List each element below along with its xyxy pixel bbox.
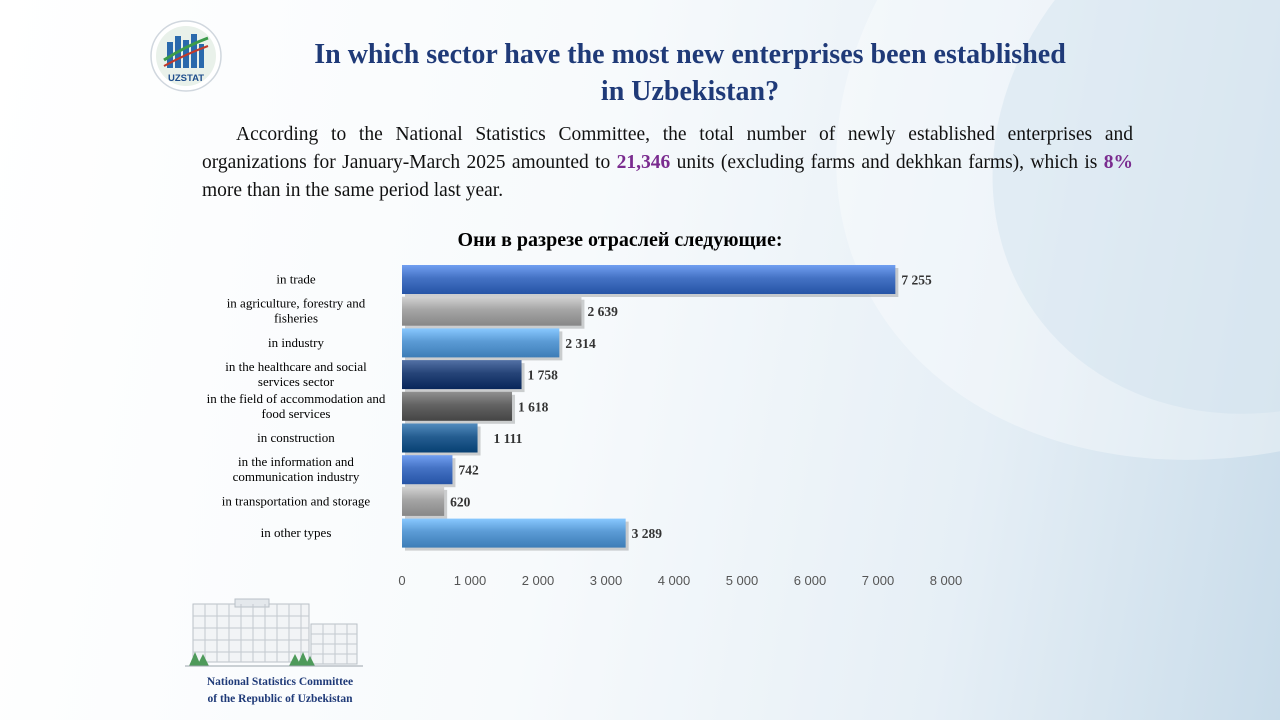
category-label-line: in the healthcare and social: [225, 359, 367, 374]
value-label-4: 1 618: [518, 399, 549, 414]
category-label-line: services sector: [258, 374, 335, 389]
category-label-line: in agriculture, forestry and: [227, 296, 366, 311]
x-tick-label: 1 000: [454, 573, 487, 588]
svg-text:UZSTAT: UZSTAT: [168, 73, 204, 84]
title-line-1: In which sector have the most new enterp…: [314, 39, 1066, 70]
category-label-line: in other types: [261, 525, 332, 540]
bar-0: [402, 265, 896, 294]
category-label-8: in other types: [261, 525, 332, 540]
value-label-8: 3 289: [632, 526, 663, 541]
growth-percent-value: 8%: [1103, 152, 1133, 173]
category-label-line: in construction: [257, 430, 335, 445]
bar-2: [402, 328, 560, 358]
x-tick-label: 8 000: [930, 573, 963, 588]
category-label-3: in the healthcare and social services sec…: [225, 359, 367, 389]
category-label-line: in the field of accommodation and: [207, 391, 386, 406]
category-label-1: in agriculture, forestry and fisheries: [227, 296, 366, 326]
category-label-6: in the information and communication indu…: [233, 454, 360, 484]
intro-text-1: According to the National Statistics Com…: [202, 124, 1133, 173]
x-tick-label: 6 000: [794, 573, 827, 588]
category-label-2: in industry: [268, 335, 324, 350]
bar-7: [402, 486, 445, 516]
category-label-7: in transportation and storage: [222, 493, 371, 508]
intro-text-2: units (excluding farms and dekhkan farms…: [670, 152, 1104, 173]
intro-paragraph: According to the National Statistics Com…: [202, 121, 1133, 205]
value-label-5: 1 111: [494, 431, 523, 446]
x-tick-label: 3 000: [590, 573, 623, 588]
footer-organization: National Statistics Committee of the Rep…: [180, 674, 380, 708]
bar-8: [402, 518, 626, 548]
chart-title: Они в разрезе отраслей следующие:: [457, 229, 783, 251]
x-tick-label: 2 000: [522, 573, 555, 588]
bar-6: [402, 455, 453, 485]
uzstat-logo: UZSTAT: [150, 20, 222, 92]
category-label-line: in transportation and storage: [222, 493, 371, 508]
category-label-0: in trade: [276, 272, 316, 287]
bar-5: [402, 423, 478, 453]
x-tick-label: 5 000: [726, 573, 759, 588]
value-label-6: 742: [458, 463, 479, 478]
value-label-7: 620: [450, 494, 471, 509]
x-tick-label: 7 000: [862, 573, 895, 588]
bar-1: [402, 296, 582, 326]
total-enterprises-value: 21,346: [616, 152, 671, 173]
category-label-line: fisheries: [274, 311, 318, 326]
title-line-2: in Uzbekistan?: [600, 76, 780, 107]
category-label-4: in the field of accommodation and food se…: [207, 391, 386, 421]
intro-text-3: more than in the same period last year.: [202, 180, 504, 201]
category-label-5: in construction: [257, 430, 335, 445]
category-label-line: in industry: [268, 335, 324, 350]
bar-3: [402, 360, 522, 390]
page-title: In which sector have the most new enterp…: [230, 36, 1150, 110]
footer-line-1: National Statistics Committee: [206, 676, 354, 688]
footer-line-2: of the Republic of Uzbekistan: [207, 693, 353, 705]
category-label-line: communication industry: [233, 469, 360, 484]
bar-4: [402, 391, 513, 421]
value-label-0: 7 255: [901, 273, 932, 288]
value-label-1: 2 639: [587, 304, 618, 319]
category-label-line: in trade: [276, 272, 316, 287]
building-illustration: [185, 598, 363, 667]
x-tick-label: 0: [398, 573, 405, 588]
value-label-2: 2 314: [565, 336, 596, 351]
category-label-line: in the information and: [238, 454, 354, 469]
category-label-line: food services: [262, 406, 331, 421]
value-label-3: 1 758: [528, 368, 559, 383]
x-tick-label: 4 000: [658, 573, 691, 588]
